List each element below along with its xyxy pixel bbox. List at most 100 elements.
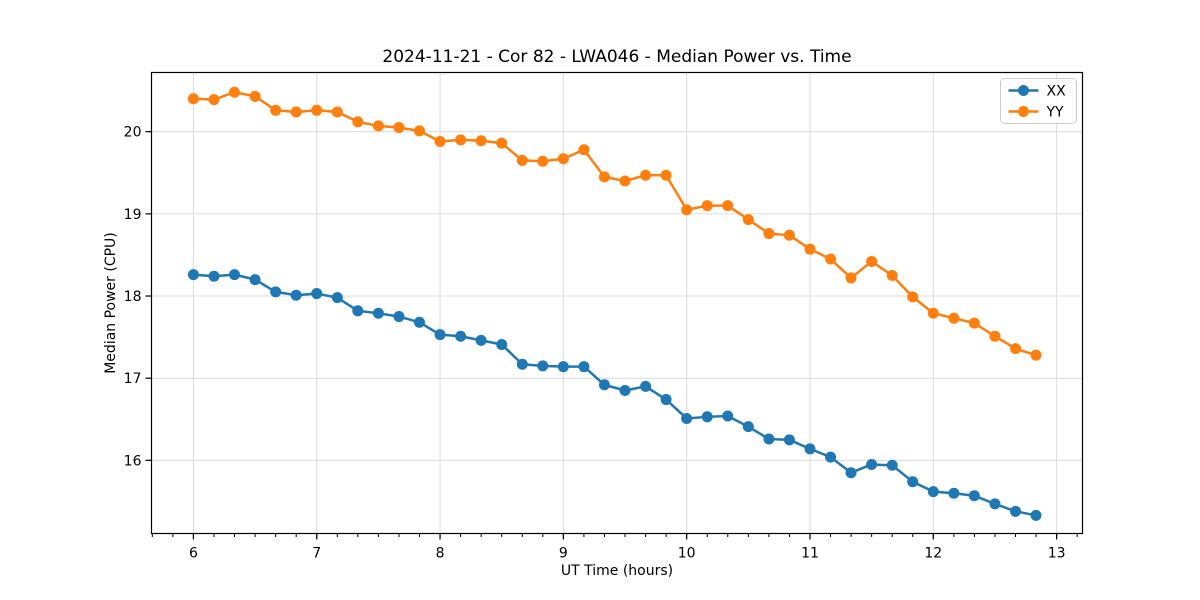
data-point-YY (475, 135, 487, 147)
data-point-YY (1030, 349, 1042, 361)
data-point-XX (722, 410, 734, 422)
data-point-XX (804, 443, 816, 455)
series-YY (187, 86, 1042, 361)
data-point-XX (1030, 509, 1042, 521)
data-point-XX (763, 433, 775, 445)
data-point-XX (598, 379, 610, 391)
y-tick-label: 20 (124, 125, 142, 141)
data-point-XX (434, 329, 446, 341)
legend-label-YY: YY (1046, 105, 1065, 121)
data-point-XX (845, 467, 857, 479)
y-tick-label: 17 (124, 371, 142, 387)
data-point-YY (722, 200, 734, 212)
data-point-XX (1010, 505, 1022, 517)
data-point-YY (845, 272, 857, 284)
data-point-YY (783, 229, 795, 241)
data-point-YY (968, 317, 980, 329)
series-XX (187, 269, 1042, 521)
data-point-YY (619, 175, 631, 187)
data-point-YY (249, 90, 261, 102)
data-point-XX (948, 487, 960, 499)
x-tick-label: 6 (189, 546, 198, 562)
data-point-XX (907, 476, 919, 488)
data-point-XX (968, 490, 980, 502)
data-point-YY (393, 122, 405, 134)
x-tick-label: 10 (678, 546, 696, 562)
legend-label-XX: XX (1047, 84, 1067, 100)
data-point-YY (372, 120, 384, 132)
data-point-XX (742, 421, 754, 433)
data-point-YY (701, 200, 713, 212)
data-point-YY (763, 228, 775, 240)
data-point-XX (927, 486, 939, 498)
data-point-XX (249, 274, 261, 286)
data-point-YY (1010, 343, 1022, 355)
x-tick-label: 7 (312, 546, 321, 562)
y-tick-label: 18 (124, 289, 142, 305)
data-point-XX (372, 307, 384, 319)
x-tick-label: 9 (559, 546, 568, 562)
data-point-YY (660, 169, 672, 181)
legend-marker-YY (1018, 106, 1029, 117)
x-tick-label: 13 (1048, 546, 1066, 562)
data-point-YY (989, 330, 1001, 342)
data-point-YY (866, 256, 878, 268)
data-point-YY (352, 116, 364, 128)
data-point-YY (948, 312, 960, 324)
data-point-XX (557, 361, 569, 373)
data-point-YY (434, 136, 446, 148)
data-point-YY (270, 104, 282, 116)
legend-marker-XX (1018, 85, 1029, 96)
data-point-XX (886, 459, 898, 471)
data-point-XX (537, 360, 549, 372)
data-point-YY (516, 154, 528, 166)
data-point-YY (578, 144, 590, 156)
data-point-XX (455, 330, 467, 342)
data-point-YY (886, 269, 898, 281)
data-point-YY (496, 137, 508, 149)
x-tick-label: 12 (924, 546, 942, 562)
x-axis-ticks: 6 7 8 9 10 11 12 13 (151, 533, 1078, 562)
y-tick-label: 19 (124, 207, 142, 223)
data-point-XX (640, 380, 652, 392)
data-point-XX (578, 361, 590, 373)
data-point-YY (208, 94, 220, 106)
data-point-YY (742, 214, 754, 226)
x-tick-label: 8 (436, 546, 445, 562)
data-point-YY (557, 153, 569, 165)
y-axis-label: Median Power (CPU) (103, 232, 119, 374)
x-axis-label: UT Time (hours) (560, 563, 674, 579)
data-point-XX (866, 458, 878, 470)
data-point-XX (311, 288, 323, 300)
data-point-XX (496, 338, 508, 350)
y-tick-label: 16 (124, 453, 142, 469)
data-point-XX (228, 269, 240, 281)
data-point-YY (311, 104, 323, 116)
data-point-YY (331, 106, 343, 118)
data-point-XX (331, 292, 343, 304)
data-point-YY (228, 86, 240, 98)
data-point-XX (270, 286, 282, 298)
data-point-YY (681, 204, 693, 216)
data-point-YY (804, 243, 816, 255)
chart-title: 2024-11-21 - Cor 82 - LWA046 - Median Po… (382, 47, 852, 67)
x-tick-label: 11 (801, 546, 819, 562)
data-point-XX (681, 412, 693, 424)
data-point-XX (619, 385, 631, 397)
data-point-XX (187, 269, 199, 281)
plot-border (150, 71, 1084, 535)
y-axis-ticks: 16 17 18 19 20 (124, 125, 152, 469)
data-point-XX (825, 451, 837, 463)
data-point-XX (290, 289, 302, 301)
data-point-YY (413, 125, 425, 137)
data-point-XX (208, 270, 220, 282)
data-point-YY (187, 93, 199, 105)
data-point-XX (352, 305, 364, 317)
data-point-YY (640, 169, 652, 181)
data-point-XX (475, 334, 487, 346)
grid (151, 72, 1083, 534)
data-point-XX (701, 411, 713, 423)
legend: XX YY (1000, 78, 1077, 124)
